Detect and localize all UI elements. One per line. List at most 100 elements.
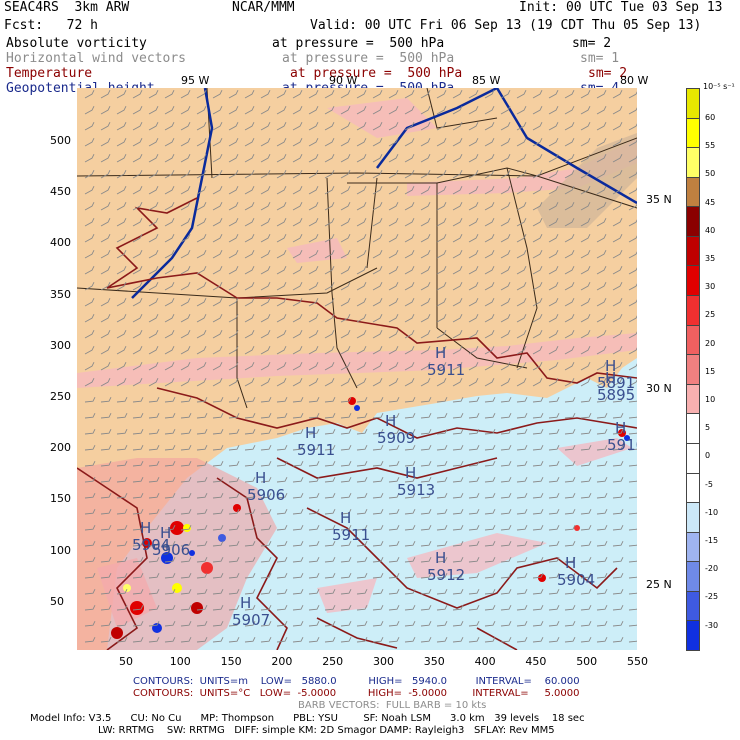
wind-barb xyxy=(84,281,95,291)
wind-barb xyxy=(420,540,432,547)
wind-barb xyxy=(548,396,560,403)
wind-barb xyxy=(196,217,207,227)
wind-barb xyxy=(212,345,223,355)
wind-barb xyxy=(244,249,255,259)
wind-barb xyxy=(564,201,575,211)
wind-barb xyxy=(356,636,368,643)
wind-barb xyxy=(308,265,319,275)
wind-barb xyxy=(100,604,112,611)
wind-barb xyxy=(580,201,591,211)
wind-barb xyxy=(196,460,208,467)
wind-barb xyxy=(420,217,431,227)
wind-barb xyxy=(132,201,143,211)
high-marker: H xyxy=(255,469,266,487)
wind-barb xyxy=(196,572,208,579)
high-value: 5911 xyxy=(427,361,465,379)
wind-barb xyxy=(180,412,192,419)
wind-barb xyxy=(404,444,416,451)
wind-barb xyxy=(308,297,319,307)
wind-barb xyxy=(436,636,448,643)
wind-barb xyxy=(292,121,303,131)
wind-barb xyxy=(340,588,352,595)
wind-barb xyxy=(436,508,448,515)
wind-barb xyxy=(564,508,576,515)
wind-barb xyxy=(356,345,367,355)
wind-barb xyxy=(356,297,367,307)
wind-barb xyxy=(484,572,496,579)
wind-barb xyxy=(212,604,224,611)
wind-barb xyxy=(388,345,399,355)
wind-barb xyxy=(292,169,303,179)
wind-barb xyxy=(100,265,111,275)
wind-barb xyxy=(340,540,352,547)
wind-barb xyxy=(372,460,384,467)
wind-barb xyxy=(468,329,479,339)
wind-barb xyxy=(244,185,255,195)
wind-barb xyxy=(452,476,464,483)
wind-barb xyxy=(148,329,159,339)
wind-barb xyxy=(212,265,223,275)
wind-barb xyxy=(212,361,223,371)
wind-barb xyxy=(244,428,256,435)
wind-barb xyxy=(212,396,224,403)
wind-barb xyxy=(420,169,431,179)
wind-barb xyxy=(548,460,560,467)
wind-barb xyxy=(404,476,416,483)
colorbar-swatch xyxy=(686,206,700,237)
wind-barb xyxy=(116,121,127,131)
wind-barb xyxy=(420,444,432,451)
wind-barb xyxy=(100,185,111,195)
wind-barb xyxy=(228,412,240,419)
wind-barb xyxy=(612,428,624,435)
wind-barb xyxy=(212,460,224,467)
wind-barb xyxy=(452,377,463,387)
wind-barb xyxy=(452,329,463,339)
wind-barb xyxy=(388,137,399,147)
wind-barb xyxy=(148,476,160,483)
wind-barb xyxy=(628,219,637,227)
wind-barb xyxy=(116,588,128,595)
wind-barb xyxy=(308,492,320,499)
wind-barb xyxy=(148,428,160,435)
wind-barb xyxy=(340,89,351,99)
wind-barb xyxy=(308,636,320,643)
wind-barb xyxy=(292,396,304,403)
wind-barb xyxy=(324,121,335,131)
wind-barb xyxy=(116,137,127,147)
wind-barb xyxy=(468,297,479,307)
wind-barb xyxy=(84,313,95,323)
wind-barb xyxy=(196,508,208,515)
wind-barb xyxy=(532,572,544,579)
wind-barb xyxy=(164,281,175,291)
wind-barb xyxy=(292,540,304,547)
wind-barb xyxy=(404,428,416,435)
wind-barb xyxy=(340,572,352,579)
wind-barb xyxy=(612,492,624,499)
wind-barb xyxy=(260,153,271,163)
wind-barb xyxy=(180,105,191,115)
wind-barb xyxy=(132,217,143,227)
wind-barb xyxy=(516,636,528,643)
wind-barb xyxy=(516,233,527,243)
wind-barb xyxy=(212,508,224,515)
wind-barb xyxy=(388,540,400,547)
colorbar-label: -5 xyxy=(705,479,713,489)
wind-barb xyxy=(372,249,383,259)
wind-barb xyxy=(100,137,111,147)
wind-barb xyxy=(388,313,399,323)
wind-barb xyxy=(324,313,335,323)
x-tick-label: 350 xyxy=(423,655,445,668)
wind-barb xyxy=(484,265,495,275)
forecast-hour: Fcst: 72 h xyxy=(4,18,98,33)
wind-barb xyxy=(484,361,495,371)
wind-barb xyxy=(628,363,637,371)
wind-barb xyxy=(308,249,319,259)
wind-barb xyxy=(532,412,544,419)
wind-barb xyxy=(356,588,368,595)
colorbar-swatch xyxy=(686,561,700,592)
wind-barb xyxy=(628,315,637,323)
wind-barb xyxy=(340,313,351,323)
wind-barb xyxy=(116,281,127,291)
wind-barb xyxy=(180,572,192,579)
wind-barb xyxy=(468,556,480,563)
